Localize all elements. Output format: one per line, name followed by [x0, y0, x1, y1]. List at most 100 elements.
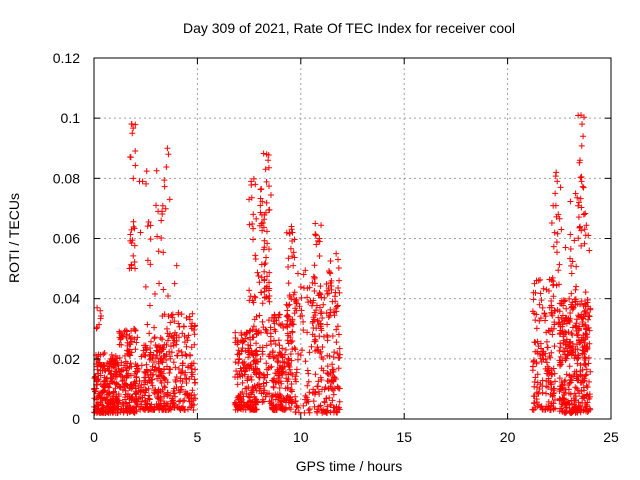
data-point — [318, 222, 325, 229]
data-point — [137, 393, 144, 400]
data-point — [272, 328, 279, 335]
data-point — [252, 252, 259, 259]
data-point — [277, 322, 284, 329]
data-point — [251, 382, 258, 389]
data-point — [173, 262, 180, 269]
data-point — [567, 310, 574, 317]
data-point — [318, 294, 325, 301]
data-point — [275, 312, 282, 319]
data-point — [333, 326, 340, 333]
data-point — [114, 361, 121, 368]
data-point — [96, 321, 103, 328]
data-point — [163, 341, 170, 348]
data-point — [261, 244, 268, 251]
data-point — [164, 363, 171, 370]
data-point — [97, 381, 104, 388]
data-point — [314, 383, 321, 390]
data-point — [334, 302, 341, 309]
data-point — [285, 263, 292, 270]
data-point — [312, 220, 319, 227]
data-point — [568, 330, 575, 337]
data-point — [151, 366, 158, 373]
data-point — [252, 352, 259, 359]
data-point — [164, 145, 171, 152]
data-point — [316, 252, 323, 259]
data-point — [117, 335, 124, 342]
data-point — [138, 386, 145, 393]
data-point — [312, 371, 319, 378]
data-point — [143, 168, 150, 175]
data-point — [179, 405, 186, 412]
data-point — [128, 121, 135, 128]
data-point — [175, 311, 182, 318]
data-point — [329, 366, 336, 373]
data-point — [289, 329, 296, 336]
data-point — [122, 396, 129, 403]
data-point — [250, 211, 257, 218]
data-point — [247, 293, 254, 300]
data-point — [146, 377, 153, 384]
data-point — [161, 375, 168, 382]
data-point — [98, 409, 105, 416]
data-point — [259, 198, 266, 205]
data-point — [540, 348, 547, 355]
data-point — [128, 363, 135, 370]
data-point — [270, 392, 277, 399]
data-point — [146, 330, 153, 337]
data-point — [324, 352, 331, 359]
data-point — [127, 231, 134, 238]
data-point — [556, 215, 563, 222]
data-point — [247, 373, 254, 380]
data-point — [301, 409, 308, 416]
data-point — [304, 329, 311, 336]
data-point — [300, 402, 307, 409]
data-point — [241, 331, 248, 338]
data-point — [284, 393, 291, 400]
data-point — [267, 192, 274, 199]
data-point — [583, 325, 590, 332]
data-point — [116, 354, 123, 361]
data-point — [281, 351, 288, 358]
data-point — [329, 298, 336, 305]
data-point — [121, 382, 128, 389]
data-point — [330, 391, 337, 398]
data-point — [548, 309, 555, 316]
data-point — [316, 304, 323, 311]
data-point — [239, 337, 246, 344]
data-point — [546, 370, 553, 377]
data-point — [545, 375, 552, 382]
data-point — [331, 404, 338, 411]
data-point — [107, 371, 114, 378]
data-point — [172, 393, 179, 400]
data-point — [134, 365, 141, 372]
data-point — [583, 403, 590, 410]
data-point — [138, 353, 145, 360]
data-point — [312, 338, 319, 345]
data-point — [546, 327, 553, 334]
data-point — [182, 369, 189, 376]
data-point — [581, 360, 588, 367]
data-point — [548, 219, 555, 226]
data-point — [581, 351, 588, 358]
data-point — [120, 401, 127, 408]
data-point — [260, 150, 267, 157]
data-point — [313, 241, 320, 248]
data-point — [286, 292, 293, 299]
data-point — [239, 379, 246, 386]
data-point — [575, 399, 582, 406]
data-point — [184, 337, 191, 344]
data-point — [547, 379, 554, 386]
data-point — [188, 395, 195, 402]
data-point — [572, 384, 579, 391]
data-point — [324, 363, 331, 370]
data-point — [274, 391, 281, 398]
data-point — [281, 406, 288, 413]
data-point — [264, 283, 271, 290]
data-point — [261, 276, 268, 283]
data-point — [567, 198, 574, 205]
data-point — [320, 356, 327, 363]
data-point — [585, 354, 592, 361]
data-point — [266, 269, 273, 276]
data-point — [300, 271, 307, 278]
